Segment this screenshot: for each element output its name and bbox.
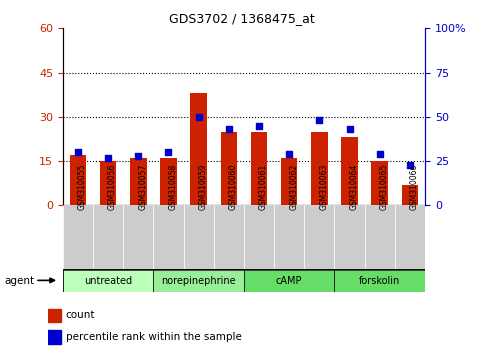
Point bbox=[195, 114, 202, 120]
FancyBboxPatch shape bbox=[184, 205, 213, 269]
Text: cAMP: cAMP bbox=[276, 275, 302, 286]
Text: forskolin: forskolin bbox=[359, 275, 400, 286]
FancyBboxPatch shape bbox=[154, 205, 184, 269]
Point bbox=[346, 126, 354, 132]
Bar bbox=[221, 132, 237, 205]
FancyBboxPatch shape bbox=[334, 269, 425, 292]
Point bbox=[165, 149, 172, 155]
FancyBboxPatch shape bbox=[63, 269, 154, 292]
Text: GSM310063: GSM310063 bbox=[319, 164, 328, 210]
Text: norepinephrine: norepinephrine bbox=[161, 275, 236, 286]
Bar bbox=[160, 158, 177, 205]
Text: GSM310059: GSM310059 bbox=[199, 164, 208, 210]
FancyBboxPatch shape bbox=[63, 205, 93, 269]
Point bbox=[315, 118, 323, 123]
Point bbox=[225, 126, 233, 132]
Text: GSM310060: GSM310060 bbox=[229, 164, 238, 210]
Bar bbox=[48, 309, 61, 322]
Point bbox=[255, 123, 263, 129]
FancyBboxPatch shape bbox=[244, 205, 274, 269]
Bar bbox=[371, 161, 388, 205]
FancyBboxPatch shape bbox=[123, 205, 154, 269]
Bar bbox=[251, 132, 267, 205]
FancyBboxPatch shape bbox=[93, 205, 123, 269]
Text: GSM310056: GSM310056 bbox=[108, 164, 117, 210]
Text: GSM310066: GSM310066 bbox=[410, 164, 419, 210]
Point bbox=[285, 151, 293, 157]
FancyBboxPatch shape bbox=[304, 205, 334, 269]
Text: percentile rank within the sample: percentile rank within the sample bbox=[66, 332, 242, 342]
Point bbox=[406, 162, 414, 167]
Text: GSM310065: GSM310065 bbox=[380, 164, 389, 210]
Bar bbox=[100, 161, 116, 205]
Text: count: count bbox=[66, 310, 95, 320]
Bar bbox=[341, 137, 358, 205]
FancyBboxPatch shape bbox=[365, 205, 395, 269]
Bar bbox=[190, 93, 207, 205]
Bar bbox=[402, 185, 418, 205]
Text: GSM310061: GSM310061 bbox=[259, 164, 268, 210]
Bar bbox=[70, 155, 86, 205]
FancyBboxPatch shape bbox=[244, 269, 334, 292]
Text: GSM310062: GSM310062 bbox=[289, 164, 298, 210]
Text: agent: agent bbox=[5, 276, 35, 286]
FancyBboxPatch shape bbox=[274, 205, 304, 269]
Text: GDS3702 / 1368475_at: GDS3702 / 1368475_at bbox=[169, 12, 314, 25]
Text: GSM310058: GSM310058 bbox=[169, 164, 177, 210]
FancyBboxPatch shape bbox=[154, 269, 244, 292]
Bar bbox=[281, 158, 298, 205]
Text: GSM310057: GSM310057 bbox=[138, 164, 147, 210]
Point bbox=[376, 151, 384, 157]
FancyBboxPatch shape bbox=[213, 205, 244, 269]
Bar bbox=[311, 132, 327, 205]
Text: GSM310064: GSM310064 bbox=[350, 164, 358, 210]
Text: GSM310055: GSM310055 bbox=[78, 164, 87, 210]
Point bbox=[134, 153, 142, 159]
FancyBboxPatch shape bbox=[395, 205, 425, 269]
Point bbox=[104, 155, 112, 160]
Point bbox=[74, 149, 82, 155]
Bar bbox=[130, 158, 146, 205]
Text: untreated: untreated bbox=[84, 275, 132, 286]
FancyBboxPatch shape bbox=[334, 205, 365, 269]
Bar bbox=[48, 330, 61, 343]
